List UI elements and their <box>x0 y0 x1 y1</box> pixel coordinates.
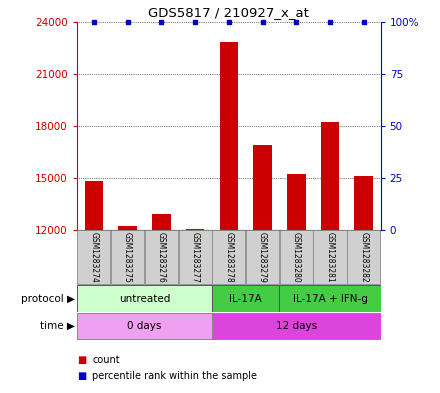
Bar <box>77 313 212 340</box>
Text: untreated: untreated <box>119 294 170 304</box>
Text: IL-17A: IL-17A <box>229 294 262 304</box>
Bar <box>212 230 246 285</box>
Bar <box>186 229 204 230</box>
Bar <box>77 230 110 285</box>
Text: GSM1283277: GSM1283277 <box>191 232 200 283</box>
Bar <box>313 230 347 285</box>
Text: ■: ■ <box>77 371 86 382</box>
Bar <box>212 313 381 340</box>
Text: GSM1283276: GSM1283276 <box>157 232 166 283</box>
Title: GDS5817 / 210927_x_at: GDS5817 / 210927_x_at <box>148 6 309 19</box>
Bar <box>111 230 144 285</box>
Text: IL-17A + IFN-g: IL-17A + IFN-g <box>293 294 367 304</box>
Bar <box>77 285 212 312</box>
Bar <box>246 230 279 285</box>
Text: GSM1283274: GSM1283274 <box>89 232 99 283</box>
Bar <box>145 230 178 285</box>
Bar <box>118 226 137 230</box>
Bar <box>212 285 279 312</box>
Bar <box>152 214 171 230</box>
Text: GSM1283281: GSM1283281 <box>326 232 334 283</box>
Text: protocol ▶: protocol ▶ <box>21 294 75 304</box>
Text: time ▶: time ▶ <box>40 321 75 331</box>
Text: GSM1283278: GSM1283278 <box>224 232 233 283</box>
Bar <box>84 181 103 230</box>
Text: 12 days: 12 days <box>276 321 317 331</box>
Text: 0 days: 0 days <box>127 321 161 331</box>
Bar <box>279 285 381 312</box>
Bar <box>321 122 339 230</box>
Bar <box>179 230 212 285</box>
Text: ■: ■ <box>77 355 86 365</box>
Text: percentile rank within the sample: percentile rank within the sample <box>92 371 257 382</box>
Bar <box>355 176 373 230</box>
Text: GSM1283282: GSM1283282 <box>359 232 368 283</box>
Text: GSM1283279: GSM1283279 <box>258 232 267 283</box>
Text: GSM1283280: GSM1283280 <box>292 232 301 283</box>
Bar <box>220 42 238 230</box>
Text: GSM1283275: GSM1283275 <box>123 232 132 283</box>
Text: count: count <box>92 355 120 365</box>
Bar <box>287 174 305 230</box>
Bar <box>253 145 272 230</box>
Bar <box>347 230 380 285</box>
Bar <box>280 230 313 285</box>
